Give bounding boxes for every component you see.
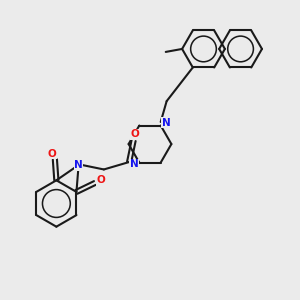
- Text: O: O: [47, 148, 56, 159]
- Text: N: N: [162, 118, 170, 128]
- Text: N: N: [74, 160, 83, 170]
- Text: N: N: [130, 159, 138, 169]
- Text: O: O: [131, 129, 140, 139]
- Text: O: O: [96, 175, 105, 185]
